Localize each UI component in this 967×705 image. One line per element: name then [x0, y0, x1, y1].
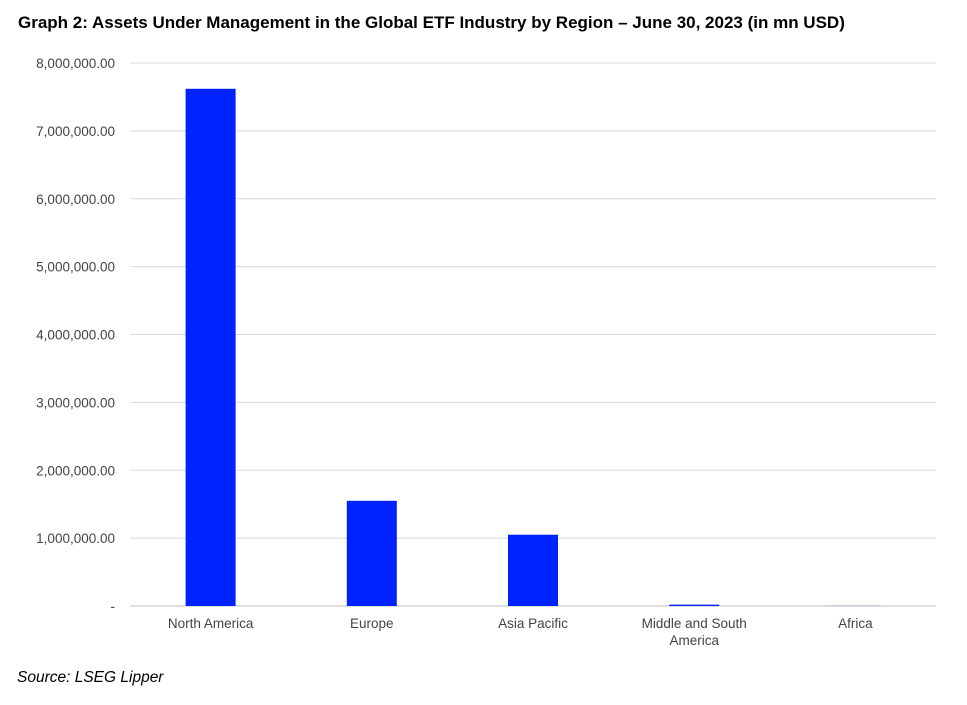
y-tick-label: 6,000,000.00 [36, 192, 115, 207]
y-tick-label: - [111, 599, 116, 614]
bars [185, 88, 881, 607]
x-tick-label: Africa [838, 616, 873, 631]
y-tick-label: 2,000,000.00 [36, 463, 115, 478]
y-tick-label: 5,000,000.00 [36, 260, 115, 275]
x-tick-label: Asia Pacific [498, 616, 568, 631]
x-axis-ticks: North America Europe Asia Pacific Middle an… [168, 616, 873, 648]
y-tick-label: 7,000,000.00 [36, 124, 115, 139]
x-tick-label: North America [168, 616, 254, 631]
y-tick-label: 4,000,000.00 [36, 328, 115, 343]
grid-lines [130, 62, 936, 607]
x-tick-label: Middle and South America [642, 616, 747, 648]
y-axis-ticks: - 1,000,000.00 2,000,000.00 3,000,000.00 4,0… [36, 56, 115, 614]
bar [185, 88, 236, 607]
y-tick-label: 3,000,000.00 [36, 395, 115, 410]
y-tick-label: 8,000,000.00 [36, 56, 115, 71]
bar [346, 500, 397, 606]
y-tick-label: 1,000,000.00 [36, 531, 115, 546]
source-note: Source: LSEG Lipper [17, 669, 164, 686]
bar [669, 604, 720, 606]
x-tick-label: Europe [350, 616, 394, 631]
chart-title: Graph 2: Assets Under Management in the … [18, 13, 845, 32]
bar [508, 534, 558, 606]
